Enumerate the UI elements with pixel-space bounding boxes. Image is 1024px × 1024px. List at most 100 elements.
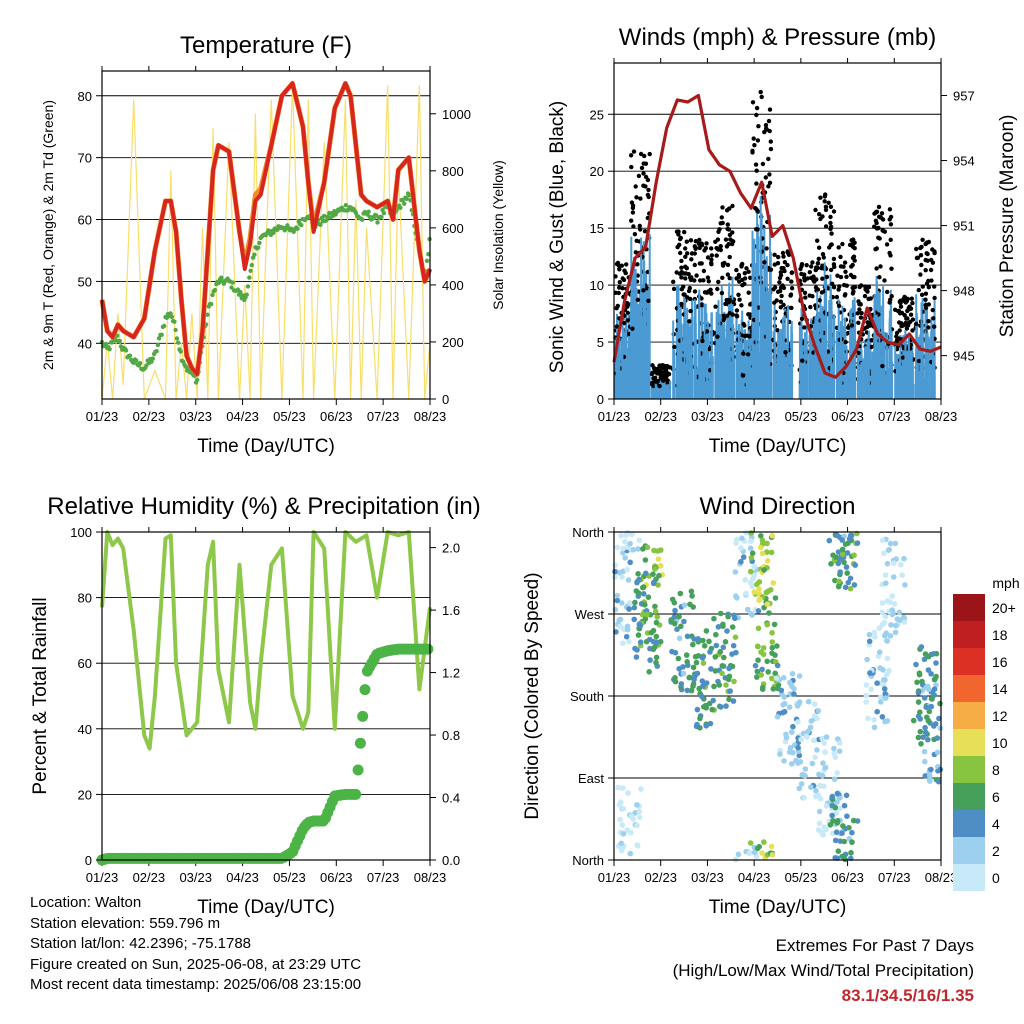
gust-point bbox=[882, 278, 887, 283]
direction-point bbox=[732, 569, 739, 575]
gust-point bbox=[828, 226, 833, 232]
gust-point bbox=[840, 241, 845, 247]
direction-point bbox=[687, 601, 693, 608]
rh-ytick-label: 0 bbox=[85, 853, 92, 868]
direction-point bbox=[729, 624, 736, 630]
rh-ytick-right-label: 1.6 bbox=[442, 603, 460, 618]
gust-point bbox=[903, 295, 908, 301]
direction-point bbox=[812, 713, 818, 719]
direction-point bbox=[832, 837, 839, 844]
direction-point bbox=[748, 555, 755, 561]
gust-point bbox=[731, 239, 736, 244]
gust-point bbox=[876, 204, 882, 210]
gust-point bbox=[815, 261, 821, 266]
direction-point bbox=[934, 735, 941, 741]
direction-point bbox=[653, 633, 660, 640]
direction-point bbox=[644, 611, 650, 618]
direction-point bbox=[774, 714, 781, 720]
direction-point bbox=[652, 608, 659, 615]
direction-point bbox=[672, 607, 678, 614]
direction-point bbox=[632, 599, 638, 606]
direction-xtick-label: 02/23 bbox=[644, 870, 677, 885]
gust-point bbox=[872, 211, 877, 216]
direction-point bbox=[694, 706, 701, 713]
direction-point bbox=[674, 626, 680, 632]
gust-point bbox=[697, 237, 702, 243]
gust-point bbox=[767, 172, 772, 177]
gust-point bbox=[653, 378, 658, 383]
gust-point bbox=[755, 138, 761, 143]
gust-point bbox=[832, 264, 837, 270]
direction-point bbox=[616, 802, 623, 808]
direction-point bbox=[684, 687, 691, 694]
direction-point bbox=[703, 705, 709, 711]
gust-point bbox=[747, 312, 753, 317]
direction-xtick-label: 01/23 bbox=[598, 870, 631, 885]
dir-ytick-label: South bbox=[570, 689, 604, 704]
winds-title: Winds (mph) & Pressure (mb) bbox=[619, 24, 936, 51]
dir-ytick-label: East bbox=[578, 771, 604, 786]
direction-point bbox=[764, 588, 771, 595]
direction-point bbox=[780, 702, 786, 708]
station-elevation: Station elevation: 559.796 m bbox=[30, 914, 221, 932]
gust-point bbox=[865, 320, 870, 325]
gust-point bbox=[838, 264, 844, 269]
gust-point bbox=[617, 280, 622, 285]
gust-point bbox=[866, 296, 871, 302]
direction-point bbox=[769, 532, 776, 539]
gust-point bbox=[789, 279, 794, 284]
gust-point bbox=[802, 278, 807, 283]
legend-label: 12 bbox=[992, 708, 1008, 724]
gust-point bbox=[756, 124, 761, 129]
temperature-xtick-label: 04/23 bbox=[226, 409, 259, 424]
gust-point bbox=[932, 295, 937, 301]
gust-point bbox=[829, 231, 834, 236]
gust-point bbox=[632, 232, 638, 237]
direction-point bbox=[809, 760, 816, 767]
direction-point bbox=[834, 770, 840, 776]
dir-ylabel: Direction (Colored By Speed) bbox=[522, 572, 543, 819]
gust-point bbox=[908, 312, 914, 317]
direction-point bbox=[752, 662, 759, 669]
direction-point bbox=[884, 638, 890, 644]
direction-point bbox=[754, 668, 761, 675]
direction-point bbox=[887, 633, 894, 639]
gust-point bbox=[688, 275, 693, 280]
dewpoint-point bbox=[219, 275, 224, 280]
direction-point bbox=[691, 636, 697, 642]
direction-point bbox=[769, 639, 776, 645]
direction-point bbox=[748, 538, 754, 544]
temp-ytick-label: 50 bbox=[78, 274, 92, 289]
direction-point bbox=[866, 631, 873, 638]
direction-point bbox=[834, 790, 841, 797]
direction-point bbox=[887, 540, 894, 547]
direction-point bbox=[851, 582, 858, 588]
direction-point bbox=[721, 654, 727, 661]
dewpoint-point bbox=[216, 280, 221, 286]
direction-point bbox=[759, 850, 765, 856]
direction-point bbox=[732, 615, 738, 622]
gust-point bbox=[836, 287, 841, 292]
gust-point bbox=[926, 278, 931, 284]
gust-point bbox=[766, 156, 771, 162]
gust-point bbox=[677, 236, 683, 242]
legend-swatch bbox=[953, 675, 985, 702]
direction-point bbox=[711, 683, 717, 690]
gust-point bbox=[828, 242, 833, 248]
humidity-xtick-label: 01/23 bbox=[86, 870, 119, 885]
gust-point bbox=[646, 298, 651, 303]
direction-point bbox=[631, 616, 637, 623]
direction-point bbox=[922, 758, 928, 765]
direction-point bbox=[836, 795, 843, 801]
gust-point bbox=[744, 333, 749, 338]
direction-point bbox=[937, 766, 944, 773]
gust-point bbox=[856, 350, 861, 356]
direction-point bbox=[724, 628, 730, 634]
gust-point bbox=[820, 214, 825, 219]
precip-point bbox=[359, 684, 371, 696]
gust-point bbox=[641, 288, 646, 293]
winds-xtick-label: 05/23 bbox=[785, 409, 818, 424]
gust-point bbox=[809, 264, 814, 269]
gust-point bbox=[850, 262, 855, 268]
direction-point bbox=[754, 845, 761, 852]
